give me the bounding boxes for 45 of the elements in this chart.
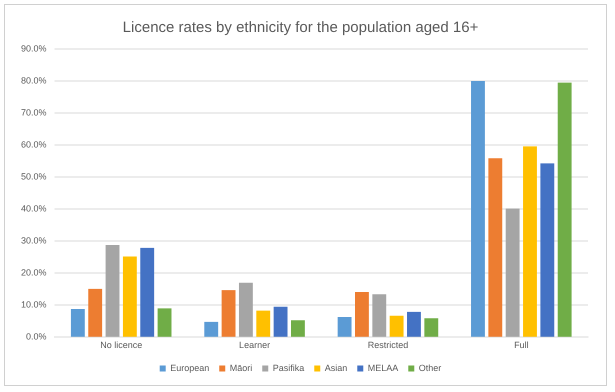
bar xyxy=(204,322,218,337)
y-tick-label: 60.0% xyxy=(20,140,47,150)
bar xyxy=(70,309,85,337)
bar xyxy=(488,158,502,337)
bar xyxy=(106,244,120,337)
bar xyxy=(424,318,438,337)
y-tick-label: 40.0% xyxy=(20,204,47,214)
bar xyxy=(523,146,537,337)
bar xyxy=(540,163,554,337)
legend-label: MELAA xyxy=(368,362,398,373)
y-tick-label: 30.0% xyxy=(20,236,47,246)
bar xyxy=(372,294,386,337)
bar xyxy=(338,317,352,337)
bar xyxy=(238,282,253,337)
bar xyxy=(506,208,520,337)
legend-label: Māori xyxy=(230,362,252,373)
bar xyxy=(274,306,288,337)
bar xyxy=(88,288,102,337)
y-tick-label: 0.0% xyxy=(26,332,47,342)
bar xyxy=(390,316,404,337)
legend-label: European xyxy=(170,362,210,373)
bar xyxy=(140,248,154,337)
y-tick-label: 10.0% xyxy=(20,300,47,310)
y-tick-label: 80.0% xyxy=(20,76,47,86)
bar xyxy=(222,290,236,337)
x-tick-label: Learner xyxy=(239,340,270,350)
x-tick-label: No licence xyxy=(100,340,142,350)
y-tick-label: 50.0% xyxy=(20,172,47,182)
legend-label: Asian xyxy=(324,362,348,373)
bar xyxy=(122,256,137,337)
legend-label: Other xyxy=(418,362,442,373)
chart-title: Licence rates by ethnicity for the population aged 16+ xyxy=(122,19,479,36)
x-tick-label: Full xyxy=(514,340,529,350)
y-tick-label: 70.0% xyxy=(20,108,47,118)
bar xyxy=(407,312,421,337)
bar xyxy=(256,310,270,337)
legend-label: Pasifika xyxy=(272,362,304,373)
x-tick-label: Restricted xyxy=(368,340,408,350)
bar xyxy=(471,81,485,337)
bar xyxy=(355,292,369,337)
bar xyxy=(558,82,572,337)
bar xyxy=(290,320,305,337)
y-tick-label: 20.0% xyxy=(20,268,47,278)
bar xyxy=(158,308,172,337)
y-tick-label: 90.0% xyxy=(20,43,47,54)
